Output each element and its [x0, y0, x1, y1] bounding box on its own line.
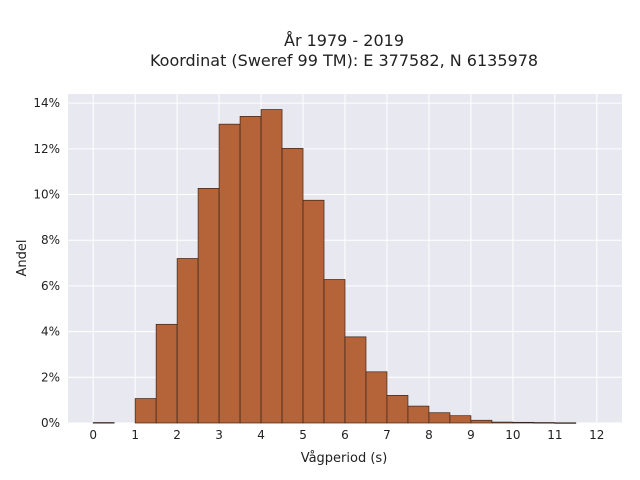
y-tick-label: 0%: [41, 416, 60, 430]
histogram-bar: [386, 395, 409, 424]
histogram-bar: [470, 419, 493, 424]
y-tick-label: 8%: [41, 233, 60, 247]
histogram-bar: [176, 258, 199, 424]
y-axis-label: Andel: [15, 240, 30, 277]
histogram-bar: [554, 422, 577, 424]
histogram-bar: [533, 422, 556, 424]
histogram-bar: [134, 398, 157, 424]
x-tick-label: 6: [341, 428, 349, 442]
x-tick-label: 0: [89, 428, 97, 442]
histogram-bar: [323, 279, 346, 424]
x-tick-label: 2: [173, 428, 181, 442]
histogram-bar: [512, 421, 535, 424]
y-tick-label: 14%: [33, 96, 60, 110]
x-tick-label: 8: [425, 428, 433, 442]
histogram-bar: [260, 109, 283, 424]
y-tick-labels: 0% 2% 4% 6% 8% 10% 12% 14%: [33, 96, 60, 430]
x-tick-label: 3: [215, 428, 223, 442]
histogram-bar: [428, 412, 451, 424]
y-tick-label: 4%: [41, 325, 60, 339]
histogram-bar: [302, 199, 325, 424]
x-tick-label: 7: [383, 428, 391, 442]
histogram-bar: [92, 422, 115, 424]
histogram-bar: [365, 371, 388, 424]
x-axis-label: Vågperiod (s): [301, 451, 388, 466]
chart-subtitle: Koordinat (Sweref 99 TM): E 377582, N 61…: [150, 51, 538, 70]
x-tick-label: 11: [547, 428, 562, 442]
bars: [92, 109, 577, 424]
histogram-bar: [344, 336, 367, 424]
histogram-bar: [155, 323, 178, 424]
chart-title: År 1979 - 2019: [284, 31, 404, 50]
x-tick-label: 12: [589, 428, 604, 442]
histogram-bar: [449, 415, 472, 424]
histogram-bar: [197, 188, 220, 424]
x-tick-label: 5: [299, 428, 307, 442]
x-tick-labels: 0 1 2 3 4 5 6 7 8 9 10 11 12: [89, 428, 604, 442]
histogram-bar: [239, 116, 262, 424]
histogram-bar: [407, 405, 430, 424]
y-tick-label: 2%: [41, 370, 60, 384]
histogram-bar: [218, 123, 241, 424]
histogram-bar: [281, 148, 304, 424]
x-tick-label: 4: [257, 428, 265, 442]
histogram-bar: [491, 421, 514, 424]
y-tick-label: 12%: [33, 142, 60, 156]
x-tick-label: 1: [131, 428, 139, 442]
x-tick-label: 10: [505, 428, 520, 442]
y-tick-label: 10%: [33, 188, 60, 202]
x-tick-label: 9: [467, 428, 475, 442]
y-tick-label: 6%: [41, 279, 60, 293]
